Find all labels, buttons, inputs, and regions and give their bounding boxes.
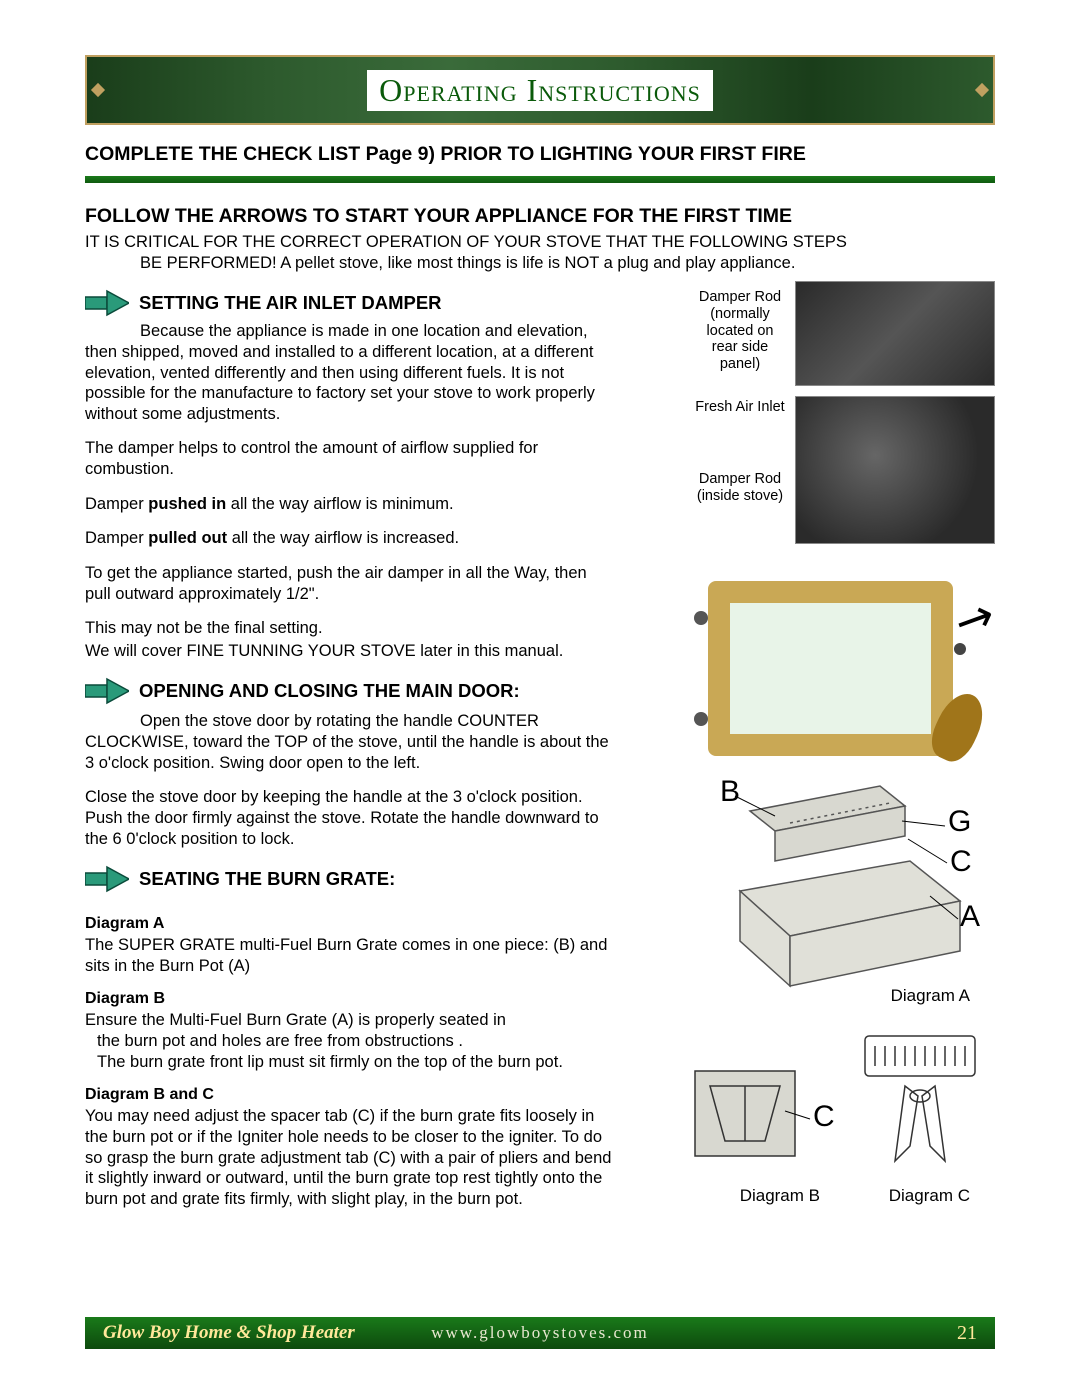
door-handle-icon <box>924 687 992 768</box>
arrow-icon <box>85 863 129 895</box>
door-hinge-icon <box>694 712 708 726</box>
critical-text: IT IS CRITICAL FOR THE CORRECT OPERATION… <box>85 232 995 273</box>
s1-p5: To get the appliance started, push the a… <box>85 563 615 604</box>
diagram-a-illustration: B G C A <box>680 771 980 1016</box>
checklist-warning: COMPLETE THE CHECK LIST Page 9) PRIOR TO… <box>85 143 995 166</box>
page-container: Operating Instructions COMPLETE THE CHEC… <box>0 0 1080 1397</box>
follow-heading: FOLLOW THE ARROWS TO START YOUR APPLIANC… <box>85 205 995 228</box>
photo-label-3: Damper Rod (inside stove) <box>695 471 785 504</box>
arrow-icon <box>85 675 129 707</box>
s1-p3: Damper pushed in all the way airflow is … <box>85 494 615 515</box>
door-pivot-icon <box>954 643 966 655</box>
footer-page-number: 21 <box>957 1322 977 1345</box>
footer-url: www.glowboystoves.com <box>431 1323 649 1343</box>
s1-p1: Because the appliance is made in one loc… <box>85 321 615 424</box>
diagram-letter-a: A <box>960 900 980 933</box>
s1-p2: The damper helps to control the amount o… <box>85 438 615 479</box>
arrow-icon <box>85 287 129 319</box>
diagram-b-text: Ensure the Multi-Fuel Burn Grate (A) is … <box>85 1010 615 1072</box>
diagram-a-text: The SUPER GRATE multi-Fuel Burn Grate co… <box>85 935 615 976</box>
diagram-a-caption: Diagram A <box>891 986 970 1006</box>
footer-product-name: Glow Boy Home & Shop Heater <box>103 1322 355 1344</box>
s2-p2: Close the stove door by keeping the hand… <box>85 787 615 849</box>
diagram-bc-text: You may need adjust the spacer tab (C) i… <box>85 1106 615 1209</box>
damper-photo-1 <box>795 281 995 386</box>
section-3-title: SEATING THE BURN GRATE: <box>139 868 395 890</box>
diagram-letter-g: G <box>948 805 971 838</box>
diagram-letter-c: C <box>950 845 972 878</box>
diagram-b-label: Diagram B <box>85 990 615 1008</box>
s1-p1-text: Because the appliance is made in one loc… <box>85 322 595 423</box>
section-2-heading: OPENING AND CLOSING THE MAIN DOOR: <box>85 675 615 707</box>
s1-p4c: all the way airflow is increased. <box>227 529 459 547</box>
diagram-c-caption: Diagram C <box>889 1186 970 1206</box>
footer-bar: Glow Boy Home & Shop Heater www.glowboys… <box>85 1317 995 1349</box>
section-1-title: SETTING THE AIR INLET DAMPER <box>139 292 442 314</box>
diagram-bc-label: Diagram B and C <box>85 1086 615 1104</box>
left-column: SETTING THE AIR INLET DAMPER Because the… <box>85 281 615 1223</box>
critical-line1: IT IS CRITICAL FOR THE CORRECT OPERATION… <box>85 233 847 251</box>
photo-label-2: Fresh Air Inlet <box>695 399 785 416</box>
s1-p7: We will cover FINE TUNNING YOUR STOVE la… <box>85 641 615 662</box>
db-l1: Ensure the Multi-Fuel Burn Grate (A) is … <box>85 1011 506 1029</box>
diagram-letter-b: B <box>720 775 740 808</box>
s1-p3a: Damper <box>85 495 148 513</box>
section-2-title: OPENING AND CLOSING THE MAIN DOOR: <box>139 680 520 702</box>
door-illustration <box>708 581 953 756</box>
s1-p3c: all the way airflow is minimum. <box>226 495 453 513</box>
door-hinge-icon <box>694 611 708 625</box>
s1-p3b: pushed in <box>148 495 226 513</box>
diagram-c-illustration <box>850 1026 990 1181</box>
s1-p4: Damper pulled out all the way airflow is… <box>85 528 615 549</box>
critical-line2: BE PERFORMED! A pellet stove, like most … <box>140 254 795 272</box>
section-1-heading: SETTING THE AIR INLET DAMPER <box>85 287 615 319</box>
diagram-b-illustration: C <box>685 1031 845 1181</box>
db-l3: The burn grate front lip must sit firmly… <box>85 1052 615 1073</box>
s1-p4b: pulled out <box>148 529 227 547</box>
header-banner: Operating Instructions <box>85 55 995 125</box>
divider <box>85 176 995 183</box>
damper-photo-2 <box>795 396 995 544</box>
diagram-a-label: Diagram A <box>85 915 615 933</box>
section-3-heading: SEATING THE BURN GRATE: <box>85 863 615 895</box>
photo-label-1: Damper Rod (normally located on rear sid… <box>695 289 785 372</box>
diagram-letter-c2: C <box>813 1100 835 1133</box>
db-l2: the burn pot and holes are free from obs… <box>85 1031 615 1052</box>
s1-p4a: Damper <box>85 529 148 547</box>
direction-arrow-icon: ↗ <box>947 586 1005 651</box>
content-row: SETTING THE AIR INLET DAMPER Because the… <box>85 281 995 1223</box>
right-column: Damper Rod (normally located on rear sid… <box>635 281 995 1223</box>
s2-p1-text: Open the stove door by rotating the hand… <box>85 712 609 771</box>
page-title: Operating Instructions <box>367 70 713 111</box>
s1-p6: This may not be the final setting. <box>85 618 615 639</box>
diagram-b-caption: Diagram B <box>740 1186 820 1206</box>
s2-p1: Open the stove door by rotating the hand… <box>85 711 615 773</box>
